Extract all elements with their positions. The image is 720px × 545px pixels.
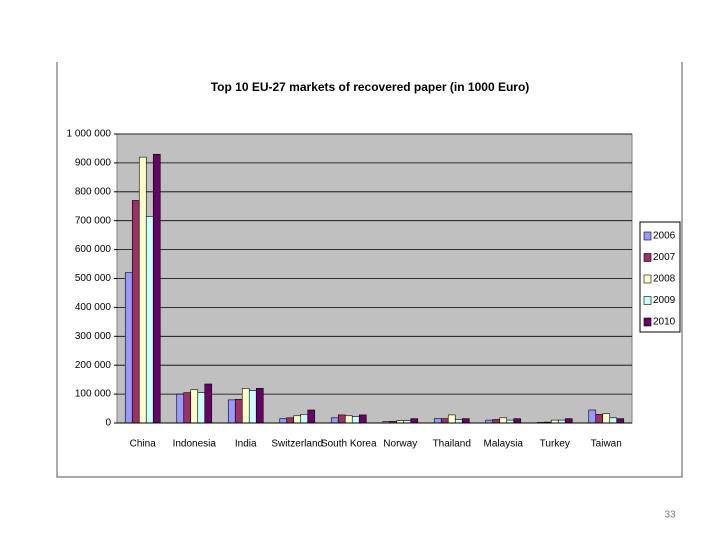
legend-label: 2009 <box>653 295 676 306</box>
y-tick-label: 500 000 <box>75 273 112 284</box>
x-tick-label: Indonesia <box>173 439 217 450</box>
bar <box>564 418 573 424</box>
y-tick-label: 900 000 <box>75 158 112 169</box>
bar <box>190 389 199 424</box>
bar <box>454 419 463 424</box>
bar <box>330 417 339 424</box>
bar <box>131 200 140 424</box>
x-tick-label: India <box>235 439 257 450</box>
bar <box>513 418 522 424</box>
x-tick-label: Switzerland <box>271 439 323 450</box>
legend-swatch <box>643 274 652 284</box>
bar <box>204 383 213 424</box>
legend-swatch <box>643 231 652 241</box>
bar <box>344 415 353 424</box>
bar <box>255 388 264 424</box>
chart-title: Top 10 EU-27 markets of recovered paper … <box>211 80 530 94</box>
legend-label: 2010 <box>653 317 676 328</box>
legend-swatch <box>643 296 652 305</box>
bar <box>124 272 133 424</box>
bar <box>492 419 501 424</box>
bar <box>410 418 419 424</box>
y-tick-label: 700 000 <box>75 215 112 226</box>
page-number: 33 <box>664 510 676 521</box>
bar <box>293 415 302 424</box>
bar <box>433 418 442 424</box>
x-tick-label: Taiwan <box>591 439 622 450</box>
bar <box>440 418 449 424</box>
bar <box>248 390 257 424</box>
chart-frame <box>56 62 683 478</box>
y-tick-label: 400 000 <box>75 302 112 313</box>
bar <box>300 414 309 424</box>
bar <box>609 417 618 424</box>
bar <box>279 418 288 424</box>
y-tick-label: 300 000 <box>75 331 112 342</box>
bar <box>595 414 604 424</box>
bar <box>351 416 360 424</box>
bar <box>602 413 611 424</box>
bar <box>234 399 243 424</box>
bar <box>499 417 508 424</box>
y-tick-label: 800 000 <box>75 186 112 197</box>
bar <box>183 392 192 424</box>
legend-swatch <box>643 317 652 327</box>
y-tick-label: 600 000 <box>75 244 112 255</box>
bar <box>307 409 316 424</box>
bar <box>138 156 147 424</box>
legend-label: 2007 <box>653 252 676 263</box>
legend-label: 2006 <box>653 231 676 242</box>
bar <box>176 393 185 424</box>
legend-label: 2008 <box>653 274 676 285</box>
x-tick-label: South Korea <box>321 439 377 450</box>
bar <box>152 153 161 424</box>
bar <box>447 414 456 424</box>
y-tick-label: 100 000 <box>75 389 112 400</box>
x-tick-label: Turkey <box>540 439 570 450</box>
bar <box>227 399 236 424</box>
bar <box>337 414 346 424</box>
bar <box>241 388 250 424</box>
y-tick-label: 200 000 <box>75 360 112 371</box>
bar <box>286 417 295 424</box>
bar <box>358 414 367 424</box>
bar <box>616 418 625 424</box>
bar <box>588 409 597 424</box>
y-tick-label: 0 <box>105 418 111 429</box>
legend-swatch <box>643 253 652 262</box>
bar <box>461 418 470 424</box>
bar <box>145 216 154 424</box>
x-tick-label: Thailand <box>433 439 471 450</box>
y-tick-label: 1 000 000 <box>67 129 112 140</box>
x-tick-label: Norway <box>383 439 417 450</box>
x-tick-label: Malaysia <box>484 439 524 450</box>
bar <box>197 392 206 424</box>
x-tick-label: China <box>130 439 157 450</box>
